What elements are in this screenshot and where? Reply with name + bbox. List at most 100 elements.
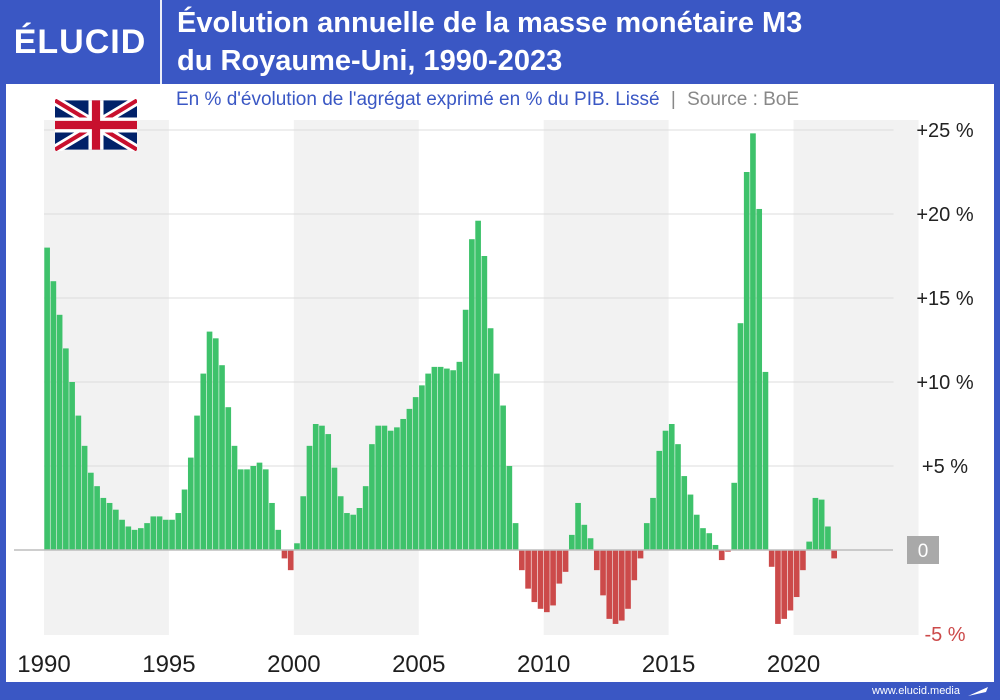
data-bar xyxy=(381,425,388,550)
data-bar xyxy=(643,523,650,550)
data-bar xyxy=(150,516,157,550)
data-bar xyxy=(618,550,625,621)
data-bar xyxy=(537,550,544,609)
data-bar xyxy=(294,543,300,550)
data-bar xyxy=(681,476,688,550)
x-tick-label: 1995 xyxy=(142,651,195,678)
data-bar xyxy=(606,550,613,619)
data-bar xyxy=(56,314,63,550)
data-bar xyxy=(481,256,488,550)
data-bar xyxy=(169,519,175,550)
data-bar xyxy=(369,444,375,550)
data-bar xyxy=(781,550,788,619)
data-bar xyxy=(275,529,282,550)
header-divider xyxy=(160,0,162,84)
data-bar xyxy=(612,550,619,624)
data-bar xyxy=(75,415,82,550)
data-bar xyxy=(344,513,350,550)
data-bar xyxy=(200,373,207,550)
data-bar xyxy=(337,496,344,550)
data-bar xyxy=(175,513,182,550)
data-bar xyxy=(725,550,731,552)
data-bar xyxy=(650,497,656,550)
y-tick-label: +5 % xyxy=(922,456,968,478)
data-bar xyxy=(581,524,588,550)
x-tick-label: 2020 xyxy=(767,651,820,678)
data-bar xyxy=(362,486,369,550)
data-bar xyxy=(244,469,250,550)
y-tick-label: +20 % xyxy=(916,204,973,226)
data-bar xyxy=(743,172,750,550)
data-bar xyxy=(219,365,225,550)
data-bar xyxy=(762,371,769,550)
data-bar xyxy=(456,361,463,550)
data-bar xyxy=(506,466,513,550)
data-bar xyxy=(693,514,700,550)
data-bar xyxy=(325,434,332,550)
year-band xyxy=(293,120,419,635)
x-tick-label: 1990 xyxy=(17,651,70,678)
y-tick-label: 0 xyxy=(918,541,929,562)
data-bar xyxy=(88,472,94,550)
x-tick-label: 2000 xyxy=(267,651,320,678)
data-bar xyxy=(687,494,694,550)
data-bar xyxy=(100,497,107,550)
data-bar xyxy=(306,445,313,550)
data-bar xyxy=(250,466,257,550)
source-label: Source : BoE xyxy=(687,89,800,110)
data-bar xyxy=(125,526,132,550)
footer-site[interactable]: www.elucid.media xyxy=(871,685,960,697)
elucid-logo[interactable]: ÉLUCID xyxy=(13,22,147,61)
data-bar xyxy=(469,239,475,550)
data-bar xyxy=(300,496,307,550)
elucid-arrow-icon xyxy=(968,687,988,696)
data-bar xyxy=(350,514,357,550)
data-bar xyxy=(419,385,425,550)
data-bar xyxy=(131,529,138,550)
data-bar xyxy=(475,220,481,550)
data-bar xyxy=(231,445,238,550)
data-bar xyxy=(637,550,644,559)
y-tick-label: +15 % xyxy=(916,288,973,310)
data-bar xyxy=(550,550,556,606)
data-bar xyxy=(731,482,738,550)
year-band xyxy=(543,120,669,635)
data-bar xyxy=(525,550,531,589)
y-tick-label: +10 % xyxy=(916,372,973,394)
data-bar xyxy=(81,445,88,550)
data-bar xyxy=(737,323,744,550)
x-tick-label: 2010 xyxy=(517,651,570,678)
data-bar xyxy=(375,425,382,550)
data-bar xyxy=(568,534,575,550)
data-bar xyxy=(144,523,150,550)
data-bar xyxy=(706,533,713,550)
data-bar xyxy=(487,328,494,550)
data-bar xyxy=(656,450,663,550)
data-bar xyxy=(512,523,519,550)
data-bar xyxy=(119,519,125,550)
data-bar xyxy=(269,502,275,550)
data-bar xyxy=(750,133,756,551)
zero-label-box xyxy=(907,536,939,564)
chart-title: Évolution annuelle de la masse monétaire… xyxy=(177,4,977,80)
data-bar xyxy=(94,486,100,550)
data-bar xyxy=(587,538,594,550)
data-bar xyxy=(331,467,338,550)
data-bar xyxy=(444,368,450,550)
data-bar xyxy=(562,550,569,572)
data-bar xyxy=(462,309,469,550)
data-bar xyxy=(712,544,719,550)
data-bar xyxy=(63,348,69,550)
data-bar xyxy=(50,281,57,550)
data-bar xyxy=(212,338,219,550)
data-bar xyxy=(137,528,144,550)
data-bar xyxy=(818,499,825,550)
data-bar xyxy=(800,550,806,571)
title-line-1: Évolution annuelle de la masse monétaire… xyxy=(177,7,803,39)
y-tick-label: +25 % xyxy=(916,120,973,142)
data-bar xyxy=(668,424,675,550)
data-bar xyxy=(825,526,831,550)
x-tick-label: 2005 xyxy=(392,651,445,678)
data-bar xyxy=(106,502,113,550)
